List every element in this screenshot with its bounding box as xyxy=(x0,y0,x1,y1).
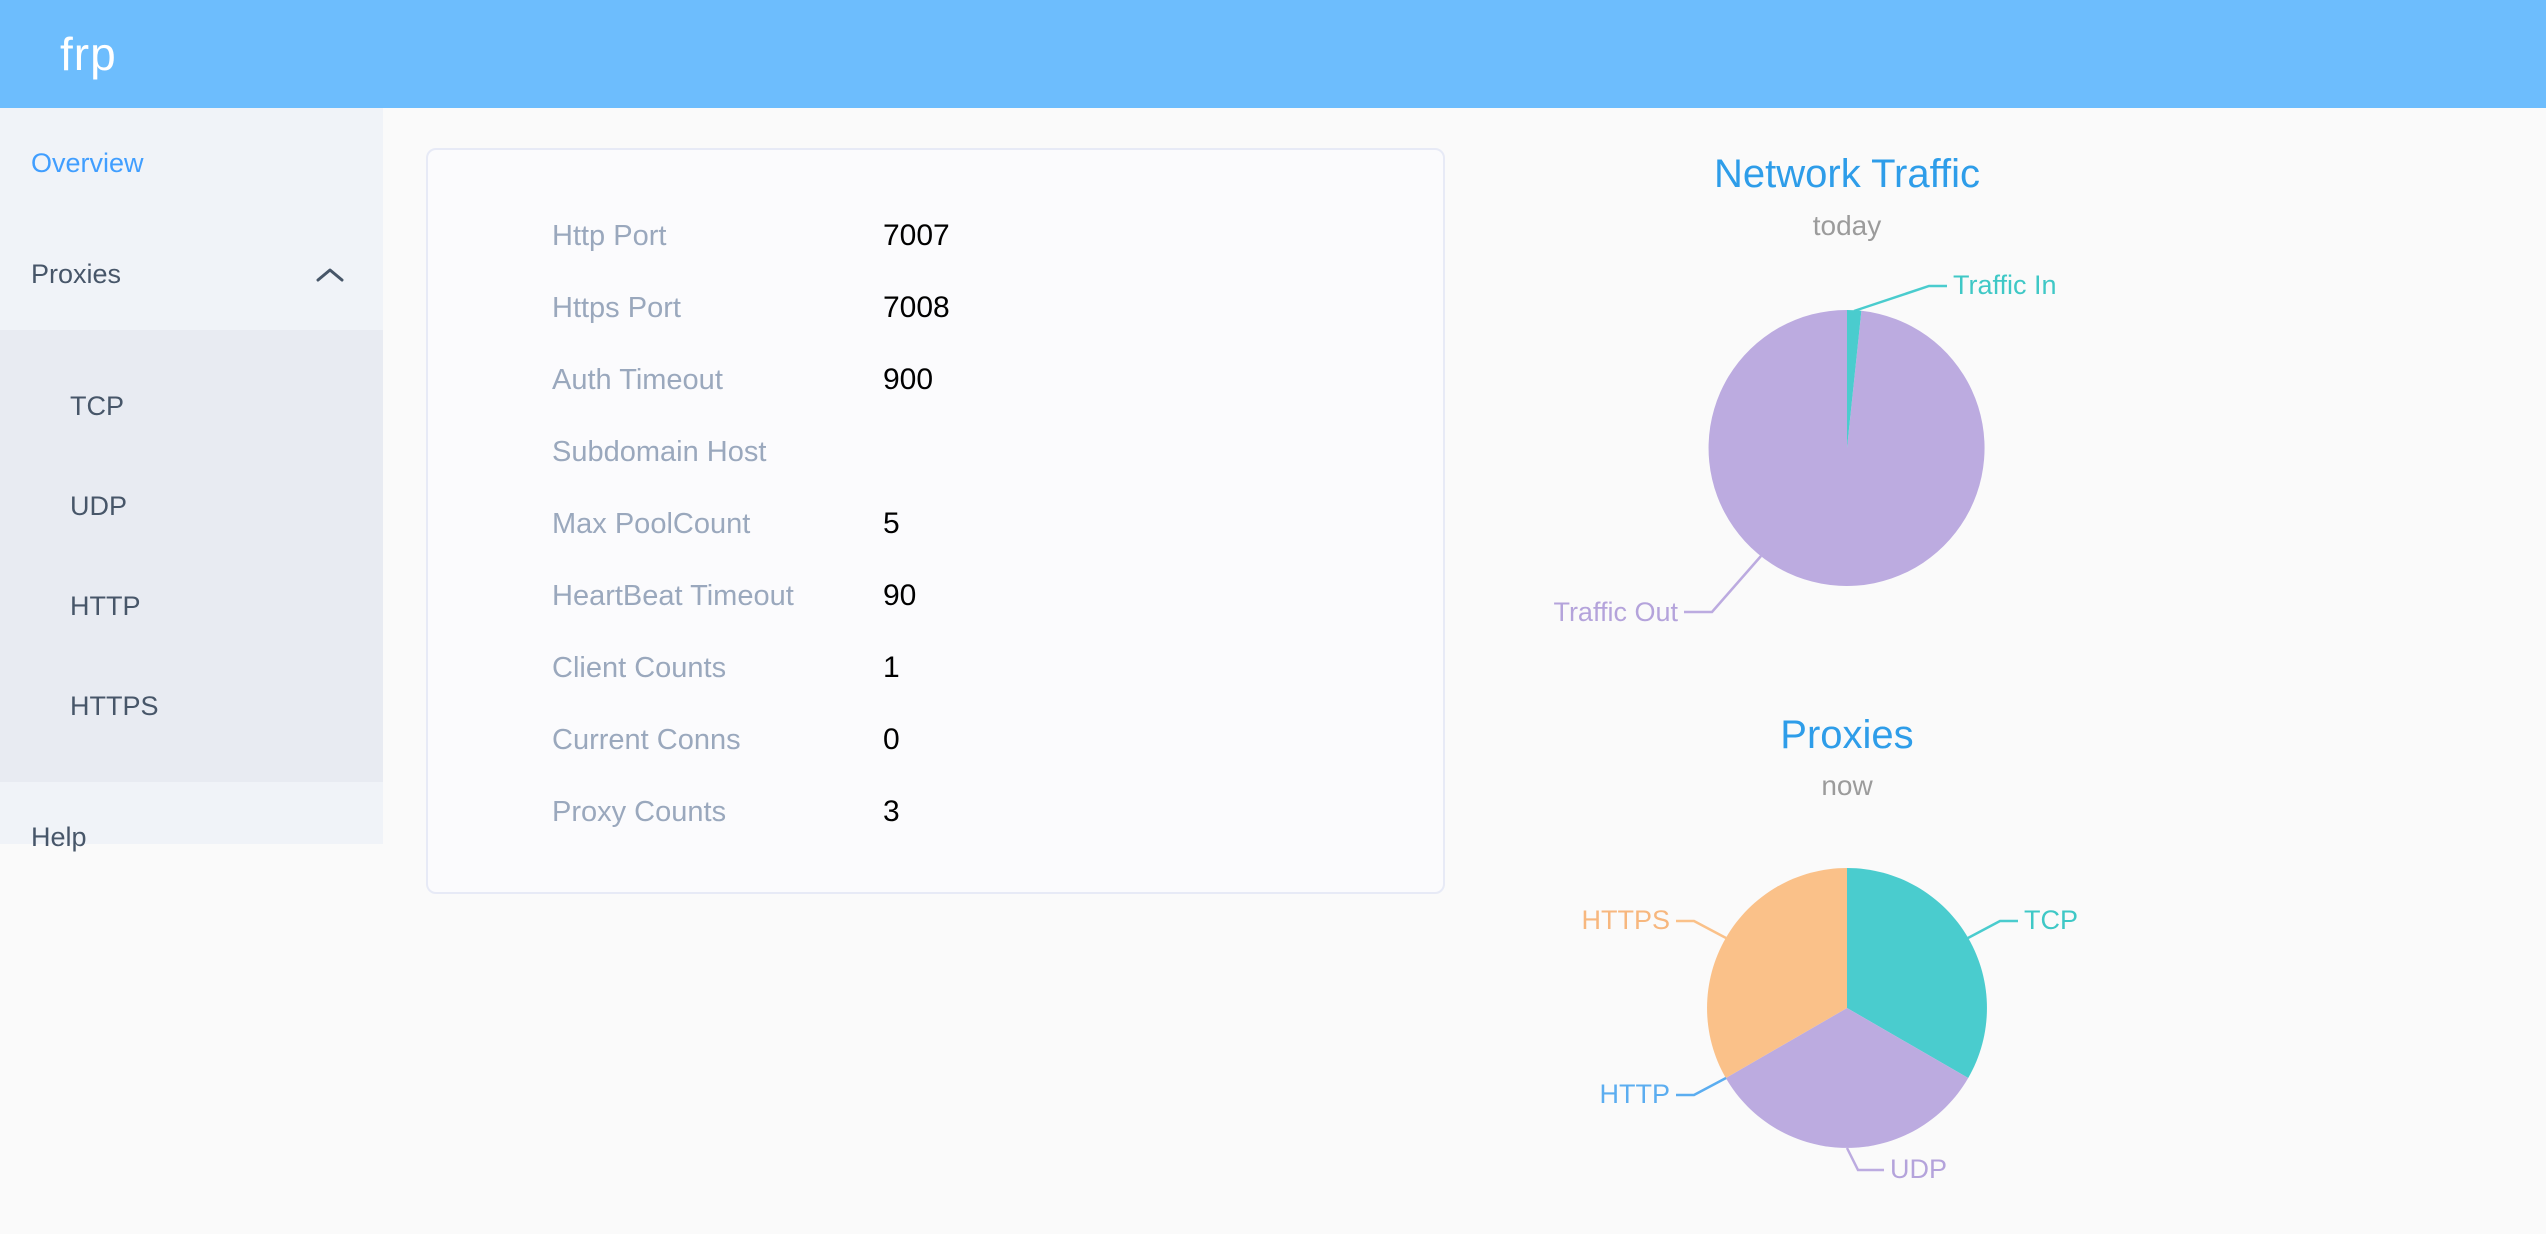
traffic-out-label: Traffic Out xyxy=(1553,597,1678,627)
info-value: 7007 xyxy=(883,219,950,252)
http-label: HTTP xyxy=(1599,1079,1671,1109)
network-traffic-pie-chart xyxy=(1684,284,1985,614)
info-value: 0 xyxy=(883,723,900,756)
info-row-auth-timeout: Auth Timeout 900 xyxy=(428,344,1443,416)
traffic-out-slice xyxy=(1708,309,1985,586)
app-header: frp xyxy=(0,0,2546,108)
traffic-in-label: Traffic In xyxy=(1953,270,2057,300)
proxies-submenu: TCP UDP HTTP HTTPS xyxy=(0,330,383,782)
info-label: Auth Timeout xyxy=(552,363,723,396)
sidebar-item-http[interactable]: HTTP xyxy=(0,556,383,656)
chevron-up-icon xyxy=(316,268,344,281)
info-value: 900 xyxy=(883,363,934,396)
info-row-subdomain-host: Subdomain Host xyxy=(428,416,1443,488)
sidebar-item-http-label: HTTP xyxy=(70,590,141,621)
sidebar-item-https[interactable]: HTTPS xyxy=(0,656,383,756)
traffic-in-slice xyxy=(1847,310,1862,448)
https-label: HTTPS xyxy=(1581,905,1670,935)
sidebar-item-udp[interactable]: UDP xyxy=(0,456,383,556)
proxies-chart-title: Proxies xyxy=(1780,713,1914,757)
info-value: 90 xyxy=(883,579,917,612)
info-row-current-conns: Current Conns 0 xyxy=(428,704,1443,776)
sidebar-item-overview-label: Overview xyxy=(31,148,144,178)
tcp-label: TCP xyxy=(2024,905,2078,935)
sidebar-item-help-label: Help xyxy=(31,822,87,852)
proxies-chart-subtitle: now xyxy=(1821,770,1873,801)
app-logo: frp xyxy=(60,28,117,80)
info-value: 3 xyxy=(883,795,900,828)
info-row-proxy-counts: Proxy Counts 3 xyxy=(428,776,1443,848)
udp-leader-line xyxy=(1845,1147,1884,1172)
info-label: HeartBeat Timeout xyxy=(552,579,794,612)
info-label: Subdomain Host xyxy=(552,435,767,468)
proxies-pie-chart xyxy=(1676,868,2018,1172)
info-row-client-counts: Client Counts 1 xyxy=(428,632,1443,704)
network-traffic-chart-subtitle: today xyxy=(1812,210,1882,241)
sidebar-item-tcp[interactable]: TCP xyxy=(0,356,383,456)
info-row-heartbeat-timeout: HeartBeat Timeout 90 xyxy=(428,560,1443,632)
info-label: Client Counts xyxy=(552,651,727,684)
traffic-in-leader-line xyxy=(1853,284,1947,313)
https-slice xyxy=(1707,868,1847,1078)
info-label: Current Conns xyxy=(552,723,741,756)
sidebar: Overview Proxies TCP UDP HTTP HTTPS Help xyxy=(0,108,383,852)
info-row-https-port: Https Port 7008 xyxy=(428,272,1443,344)
info-value: 7008 xyxy=(883,291,950,324)
info-label: Http Port xyxy=(552,219,667,252)
udp-slice xyxy=(1725,1008,1969,1148)
traffic-out-leader-line xyxy=(1684,555,1762,614)
sidebar-item-help[interactable]: Help xyxy=(0,782,383,893)
server-info-card: Http Port 7007 Https Port 7008 Auth Time… xyxy=(426,148,1445,894)
sidebar-item-udp-label: UDP xyxy=(70,490,128,521)
sidebar-item-proxies[interactable]: Proxies xyxy=(0,219,383,330)
sidebar-item-proxies-label: Proxies xyxy=(31,259,122,289)
http-leader-line xyxy=(1676,1076,1727,1097)
info-value: 5 xyxy=(883,507,900,540)
info-row-max-poolcount: Max PoolCount 5 xyxy=(428,488,1443,560)
info-label: Https Port xyxy=(552,291,681,324)
sidebar-item-tcp-label: TCP xyxy=(70,390,124,421)
tcp-slice xyxy=(1847,868,1987,1078)
network-traffic-chart-title: Network Traffic xyxy=(1714,152,1980,196)
info-row-http-port: Http Port 7007 xyxy=(428,200,1443,272)
info-value: 1 xyxy=(883,651,900,684)
udp-label: UDP xyxy=(1890,1154,1948,1184)
info-label: Proxy Counts xyxy=(552,795,727,828)
info-label: Max PoolCount xyxy=(552,507,751,540)
sidebar-item-overview[interactable]: Overview xyxy=(0,108,383,219)
tcp-leader-line xyxy=(1967,919,2018,940)
https-leader-line xyxy=(1676,919,1727,940)
sidebar-item-https-label: HTTPS xyxy=(70,690,159,721)
